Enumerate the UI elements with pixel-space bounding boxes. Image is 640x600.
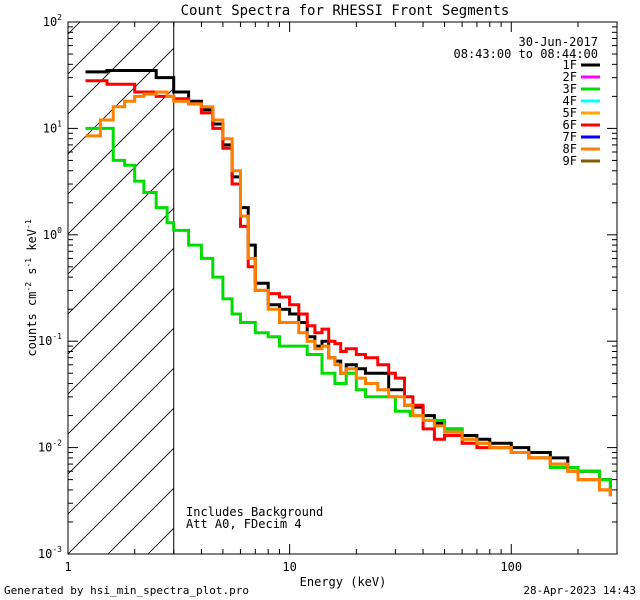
series-line-8F [85, 90, 612, 497]
plot-frame [67, 21, 618, 555]
hatch-line [68, 287, 174, 395]
annotation-attenuator: Att A0, FDecim 4 [186, 517, 302, 531]
y-tick-label: 10-3 [38, 545, 62, 561]
hatch-line [68, 22, 161, 115]
y-axis-label: counts cm-2 s-1 keV-1 [24, 219, 39, 356]
excluded-region-fill [68, 22, 174, 554]
date-label: 30-Jun-2017 [519, 35, 598, 49]
series-group [85, 69, 612, 497]
footer-generated-by: Generated by hsi_min_spectra_plot.pro [4, 584, 249, 597]
hatch-line [68, 87, 174, 195]
legend-label-3F: 3F [563, 82, 577, 96]
y-tick-labels: 10-3 10-2 10-1 100 101 102 [38, 13, 62, 561]
series-line-1F [85, 69, 612, 497]
hatch-line [628, 22, 640, 554]
chart-title: Count Spectra for RHESSI Front Segments [181, 3, 510, 19]
x-tick-labels: 1 10 100 [64, 560, 522, 574]
legend-label-8F: 8F [563, 142, 577, 156]
hatch-line [68, 447, 174, 554]
hatch-line [68, 207, 174, 315]
hatch-line [388, 22, 640, 554]
y-tick-label: 10-1 [38, 332, 62, 348]
x-tick-label: 1 [64, 560, 71, 574]
x-tick-label: 100 [500, 560, 522, 574]
hatch-line [468, 22, 640, 554]
time-range-label: 08:43:00 to 08:44:00 [454, 47, 599, 61]
footer-timestamp: 28-Apr-2023 14:43 [523, 584, 636, 597]
annotation-background: Includes Background [186, 505, 323, 519]
axis-ticks [67, 21, 618, 555]
legend-label-5F: 5F [563, 106, 577, 120]
legend-label-6F: 6F [563, 118, 577, 132]
y-tick-label: 102 [43, 13, 62, 29]
hatch-line [68, 47, 174, 155]
hatch-line [0, 22, 40, 554]
y-tick-label: 10-2 [38, 439, 62, 455]
y-tick-label: 101 [43, 119, 62, 135]
y-tick-label: 100 [43, 226, 62, 242]
legend-label-2F: 2F [563, 70, 577, 84]
legend-label-4F: 4F [563, 94, 577, 108]
legend-label-1F: 1F [563, 58, 577, 72]
series-line-6F [85, 79, 612, 497]
hatch-line [68, 407, 174, 515]
hatch-line [68, 367, 174, 475]
legend-label-9F: 9F [563, 154, 577, 168]
hatch-line [428, 22, 640, 554]
legend-label-7F: 7F [563, 130, 577, 144]
x-tick-label: 10 [282, 560, 296, 574]
x-axis-label: Energy (keV) [300, 575, 387, 589]
excluded-region-hatch [0, 22, 640, 554]
hatch-line [68, 247, 174, 355]
